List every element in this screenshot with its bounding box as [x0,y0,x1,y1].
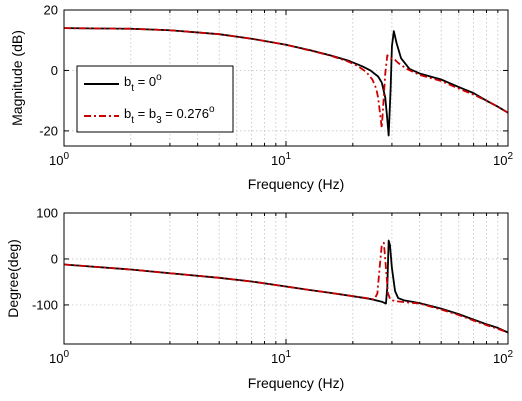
magnitude-y-axis-title: Magnitude (dB) [9,30,25,126]
legend: bt = 0o bt = b3 = 0.276o [76,65,234,133]
magnitude-chart: -20 0 20 100 101 102 Frequency (Hz) Magnitude (… [9,3,513,193]
phase-grid [64,213,508,344]
y-tick-label: -100 [32,297,58,312]
phase-series-line-1 [64,241,508,334]
magnitude-series-group [64,27,508,137]
y-tick-label: 0 [51,63,58,78]
x-tick-label: 102 [493,349,513,366]
x-tick-label: 100 [49,349,69,366]
legend-label-1: bt = b3 = 0.276o [124,104,215,126]
legend-label-0: bt = 0o [124,72,162,94]
y-tick-label: 20 [44,3,58,18]
magnitude-series-line-1 [64,27,508,129]
x-tick-label: 101 [271,349,291,366]
phase-series-group [64,239,508,334]
x-tick-label: 100 [49,151,69,168]
y-tick-label: 100 [36,206,58,221]
magnitude-x-axis-title: Frequency (Hz) [248,176,344,192]
y-tick-label: 0 [51,251,58,266]
magnitude-ticks [63,9,509,146]
x-tick-label: 101 [271,151,291,168]
phase-y-axis-title: Degree(deg) [5,239,21,318]
phase-x-axis-title: Frequency (Hz) [248,375,344,391]
y-tick-label: -20 [39,123,58,138]
x-tick-label: 102 [493,151,513,168]
legend-box [76,65,234,133]
phase-chart: -100 0 100 100 101 102 Frequency (Hz) Degree(de… [5,206,513,392]
phase-ticks [63,212,509,344]
